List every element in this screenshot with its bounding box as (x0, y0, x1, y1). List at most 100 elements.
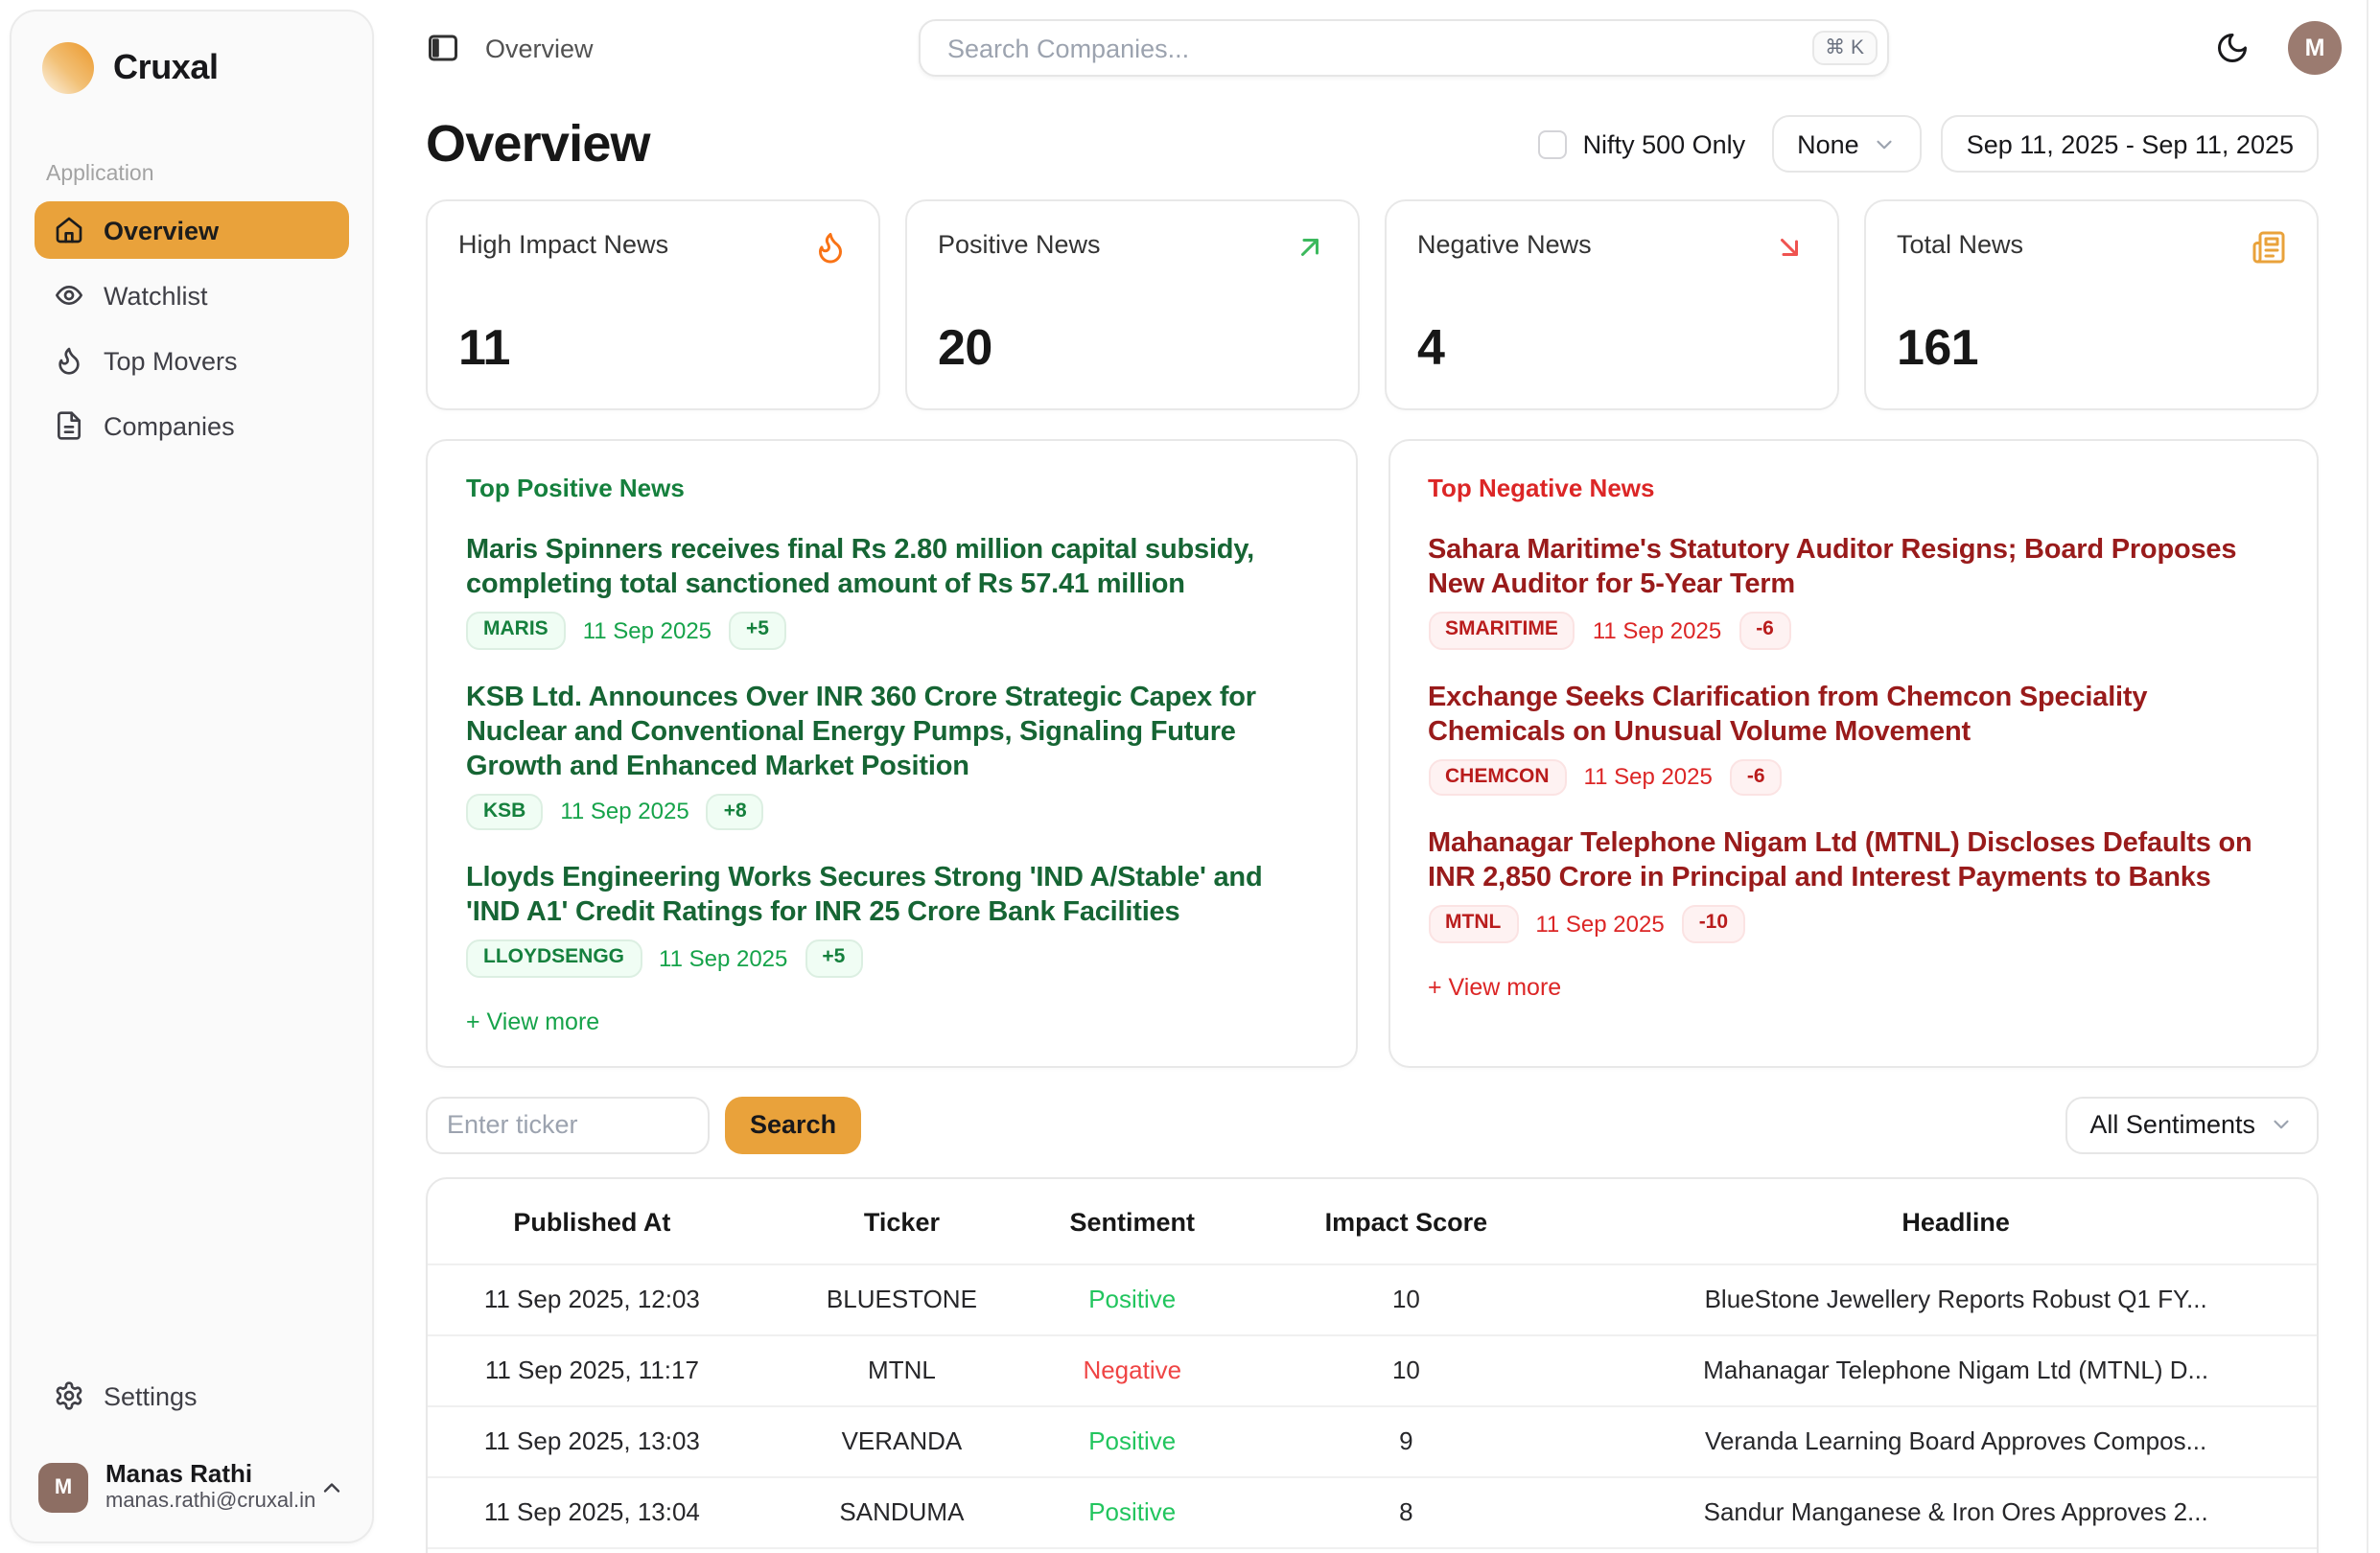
news-item[interactable]: Maris Spinners receives final Rs 2.80 mi… (466, 533, 1317, 650)
table-row[interactable]: 11 Sep 2025, 12:03 BLUESTONE Positive 10… (428, 1263, 2317, 1333)
news-date: 11 Sep 2025 (1583, 763, 1713, 791)
sidebar-item-watchlist[interactable]: Watchlist (35, 267, 349, 324)
eye-icon (56, 286, 82, 305)
stat-value: 161 (1897, 318, 1979, 376)
view-more-link[interactable]: + View more (466, 1008, 600, 1035)
search-input[interactable] (944, 32, 1812, 64)
stat-card-negative: Negative News 4 (1385, 199, 1839, 410)
table-row[interactable]: 11 Sep 2025, 11:17 MTNL Negative 10 Maha… (428, 1333, 2317, 1404)
sidebar-item-label: Top Movers (104, 346, 238, 375)
flame-icon (58, 347, 80, 375)
arrow-up-right-icon (1301, 239, 1318, 256)
stat-label: Total News (1897, 230, 2024, 259)
page-content: Overview Nifty 500 Only None Sep 11, 202… (376, 96, 2355, 1553)
avatar[interactable]: M (2288, 21, 2342, 75)
news-date: 11 Sep 2025 (582, 616, 712, 644)
news-headline[interactable]: KSB Ltd. Announces Over INR 360 Crore St… (466, 682, 1256, 782)
news-item[interactable]: Mahanagar Telephone Nigam Ltd (MTNL) Dis… (1428, 826, 2278, 943)
gear-icon (56, 1381, 82, 1410)
sidebar-section-label: Application (46, 163, 154, 186)
ticker-input[interactable] (426, 1096, 710, 1154)
news-date: 11 Sep 2025 (1592, 616, 1722, 644)
sidebar-item-companies[interactable]: Companies (35, 397, 349, 454)
cell-impact-score: 9 (1399, 1426, 1413, 1456)
cell-sentiment: Positive (1088, 1426, 1177, 1456)
impact-dropdown[interactable]: None (1772, 115, 1923, 173)
news-date: 11 Sep 2025 (560, 798, 689, 825)
news-item[interactable]: KSB Ltd. Announces Over INR 360 Crore St… (466, 680, 1317, 831)
stat-label: Positive News (938, 230, 1101, 259)
sentiment-dropdown[interactable]: All Sentiments (2065, 1096, 2319, 1154)
cell-impact-score: 10 (1391, 1356, 1420, 1385)
sidebar-item-label: Companies (104, 411, 235, 440)
sidebar-toggle-icon[interactable] (426, 31, 460, 65)
nifty-500-checkbox[interactable] (1538, 129, 1568, 158)
cell-sentiment: Negative (1083, 1356, 1182, 1385)
top-negative-news-card: Top Negative News Sahara Maritime's Stat… (1388, 439, 2319, 1068)
table-header: Published At Ticker Sentiment Impact Sco… (428, 1178, 2317, 1263)
news-item[interactable]: Lloyds Engineering Works Secures Strong … (466, 861, 1317, 978)
arrow-down-right-icon (1781, 239, 1798, 256)
cell-headline: Mahanagar Telephone Nigam Ltd (MTNL) D..… (1703, 1356, 2209, 1385)
stat-label: High Impact News (458, 230, 669, 259)
column-header: Headline (1902, 1207, 2010, 1237)
main-area: Overview ⌘ K M Overview Nifty 500 Only (376, 0, 2380, 1553)
stat-card-positive: Positive News 20 (905, 199, 1360, 410)
news-headline[interactable]: Lloyds Engineering Works Secures Strong … (466, 863, 1263, 929)
impact-dropdown-value: None (1797, 129, 1859, 158)
sidebar-item-settings[interactable]: Settings (35, 1367, 349, 1425)
cell-sentiment: Positive (1088, 1497, 1177, 1527)
ticker-badge: LLOYDSENGG (466, 939, 642, 978)
score-badge: -10 (1681, 905, 1746, 943)
ticker-badge: KSB (466, 793, 544, 831)
cell-ticker: MTNL (868, 1356, 936, 1385)
ticker-search-button[interactable]: Search (725, 1096, 862, 1154)
user-name: Manas Rathi (105, 1459, 253, 1488)
moon-icon[interactable] (2215, 31, 2250, 65)
cell-published: 11 Sep 2025, 13:04 (483, 1497, 700, 1527)
score-badge: -6 (1738, 612, 1791, 650)
logo-icon (42, 42, 94, 94)
score-badge: +8 (706, 793, 764, 831)
column-header: Sentiment (1069, 1207, 1196, 1237)
ticker-badge: MTNL (1428, 905, 1519, 943)
user-menu[interactable]: M Manas Rathi manas.rathi@cruxal.in (35, 1451, 349, 1518)
news-row: Top Positive News Maris Spinners receive… (426, 439, 2319, 1068)
nifty-500-filter[interactable]: Nifty 500 Only (1538, 129, 1745, 158)
page-header: Overview Nifty 500 Only None Sep 11, 202… (426, 107, 2319, 180)
table-row[interactable]: 11 Sep 2025, 08:55 KPIL Positive 8 KPIL … (428, 1546, 2317, 1553)
news-headline[interactable]: Sahara Maritime's Statutory Auditor Resi… (1428, 535, 2237, 600)
cell-impact-score: 10 (1391, 1285, 1420, 1314)
news-headline[interactable]: Mahanagar Telephone Nigam Ltd (MTNL) Dis… (1428, 828, 2252, 894)
stat-card-total: Total News 161 (1864, 199, 2319, 410)
news-item[interactable]: Sahara Maritime's Statutory Auditor Resi… (1428, 533, 2278, 650)
news-headline[interactable]: Maris Spinners receives final Rs 2.80 mi… (466, 535, 1254, 600)
breadcrumb: Overview (485, 34, 594, 62)
news-date: 11 Sep 2025 (1535, 910, 1665, 938)
stat-label: Negative News (1417, 230, 1592, 259)
user-avatar: M (38, 1462, 88, 1512)
sidebar: Cruxal Application Overview Watchlist To… (10, 10, 374, 1543)
news-headline[interactable]: Exchange Seeks Clarification from Chemco… (1428, 682, 2148, 748)
chevron-down-icon (1878, 139, 1893, 149)
company-search[interactable]: ⌘ K (919, 19, 1889, 77)
view-more-link[interactable]: + View more (1428, 973, 1562, 1001)
score-badge: -6 (1729, 758, 1783, 797)
filters: Nifty 500 Only None Sep 11, 2025 - Sep 1… (1538, 115, 2319, 173)
cell-published: 11 Sep 2025, 11:17 (484, 1356, 699, 1385)
sidebar-item-overview[interactable]: Overview (35, 201, 349, 259)
flame-icon (819, 233, 842, 264)
news-item[interactable]: Exchange Seeks Clarification from Chemco… (1428, 680, 2278, 797)
ticker-badge: SMARITIME (1428, 612, 1575, 650)
date-range-button[interactable]: Sep 11, 2025 - Sep 11, 2025 (1941, 115, 2319, 173)
scrollbar-track[interactable] (2367, 0, 2380, 1553)
cell-impact-score: 8 (1399, 1497, 1413, 1527)
table-row[interactable]: 11 Sep 2025, 13:03 VERANDA Positive 9 Ve… (428, 1404, 2317, 1475)
ticker-badge: MARIS (466, 612, 566, 650)
column-header: Published At (513, 1207, 671, 1237)
sidebar-item-top-movers[interactable]: Top Movers (35, 332, 349, 389)
cell-headline: Veranda Learning Board Approves Compos..… (1705, 1426, 2207, 1456)
app-logo: Cruxal (35, 38, 349, 98)
table-row[interactable]: 11 Sep 2025, 13:04 SANDUMA Positive 8 Sa… (428, 1475, 2317, 1546)
